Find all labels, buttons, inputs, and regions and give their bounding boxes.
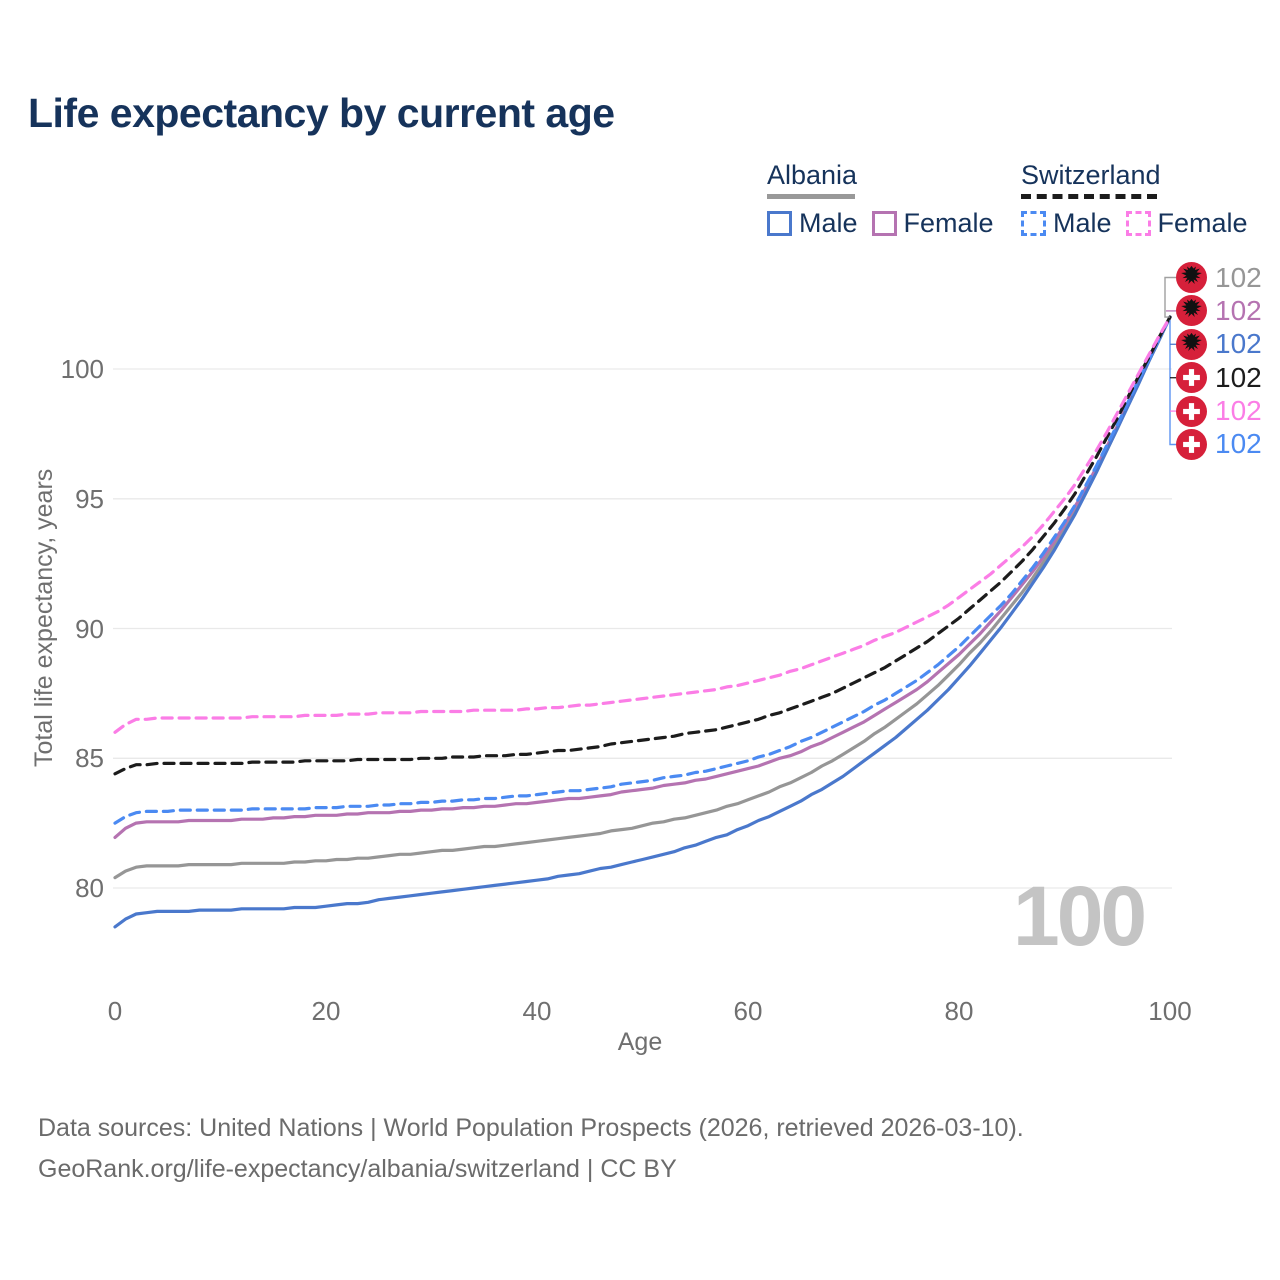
footer-line-1: Data sources: United Nations | World Pop… (38, 1114, 1024, 1142)
x-tick-label-60: 60 (733, 996, 763, 1026)
x-tick-label-0: 0 (107, 996, 123, 1026)
x-axis-title: Age (617, 1028, 663, 1056)
albania-male-swatch-icon (767, 211, 792, 236)
end-label-row-albania-female[interactable]: 102 (1176, 294, 1262, 327)
end-value: 102 (1215, 261, 1262, 293)
legend-group-switzerland: Switzerland Male Female (1021, 160, 1262, 239)
end-value: 102 (1215, 328, 1262, 360)
switzerland-male-swatch-icon (1021, 211, 1046, 236)
switzerland-flag-icon (1176, 395, 1207, 427)
series-line-switzerland-male[interactable] (113, 315, 1172, 825)
x-tick-label-80: 80 (944, 996, 974, 1026)
y-tick-label-90: 90 (75, 613, 104, 644)
legend-item-albania-male[interactable]: Male (767, 208, 872, 239)
end-value: 102 (1215, 428, 1262, 460)
x-tick-label-40: 40 (522, 996, 552, 1026)
series-end-labels: 102 102 102 102 (1176, 262, 1262, 462)
albania-flag-icon (1176, 262, 1207, 293)
legend-item-switzerland-male[interactable]: Male (1021, 208, 1126, 239)
connector-albania-both (1164, 276, 1176, 318)
series-line-albania-male[interactable] (113, 315, 1172, 929)
series-line-switzerland-female[interactable] (113, 315, 1172, 734)
series-line-albania-female[interactable] (113, 315, 1172, 839)
x-tick-label-100: 100 (1148, 996, 1192, 1026)
legend-country-switzerland: Switzerland (1021, 160, 1161, 190)
y-tick-label-85: 85 (75, 743, 104, 774)
legend-item-albania-female[interactable]: Female (871, 208, 1008, 239)
end-label-row-albania-male[interactable]: 102 (1176, 328, 1262, 360)
end-value: 102 (1215, 294, 1262, 326)
footer-line-2: GeoRank.org/life-expectancy/albania/swit… (38, 1155, 677, 1183)
hover-age-watermark: 100 (1013, 869, 1147, 963)
x-tick-label-20: 20 (311, 996, 341, 1026)
switzerland-flag-icon (1176, 428, 1207, 460)
end-label-row-switzerland-female[interactable]: 102 (1176, 395, 1262, 427)
legend-group-albania: Albania Male Female (767, 160, 1008, 239)
legend-item-label: Female (1157, 208, 1248, 238)
end-label-row-albania-both[interactable]: 102 (1176, 262, 1262, 293)
end-label-row-switzerland-male[interactable]: 102 (1176, 428, 1262, 460)
y-tick-label-80: 80 (75, 873, 104, 903)
legend-country-albania: Albania (767, 160, 858, 190)
end-label-row-switzerland-both[interactable]: 102 (1176, 361, 1262, 394)
switzerland-female-swatch-icon (1125, 211, 1151, 236)
legend-underline-albania-solid (767, 194, 855, 199)
legend-item-label: Female (903, 208, 994, 238)
albania-female-swatch-icon (871, 211, 897, 236)
series-line-albania-both-sexes[interactable] (113, 315, 1172, 880)
albania-flag-icon (1176, 328, 1207, 360)
y-tick-label-100: 100 (60, 354, 104, 384)
y-tick-label-95: 95 (75, 483, 104, 514)
data-source-footer: Data sources: United Nations | World Pop… (38, 1108, 1024, 1190)
page-title: Life expectancy by current age (28, 90, 615, 136)
albania-flag-icon (1176, 295, 1207, 327)
connector-switzerland-male (1169, 320, 1176, 446)
legend-item-switzerland-female[interactable]: Female (1125, 208, 1262, 239)
legend-item-label: Male (1053, 208, 1112, 238)
end-value: 102 (1215, 395, 1262, 427)
switzerland-flag-icon (1176, 362, 1207, 394)
legend-underline-switzerland-dashed (1021, 194, 1157, 199)
end-value: 102 (1215, 361, 1262, 393)
legend-item-label: Male (799, 208, 858, 238)
series-line-switzerland-both-sexes[interactable] (113, 315, 1172, 776)
